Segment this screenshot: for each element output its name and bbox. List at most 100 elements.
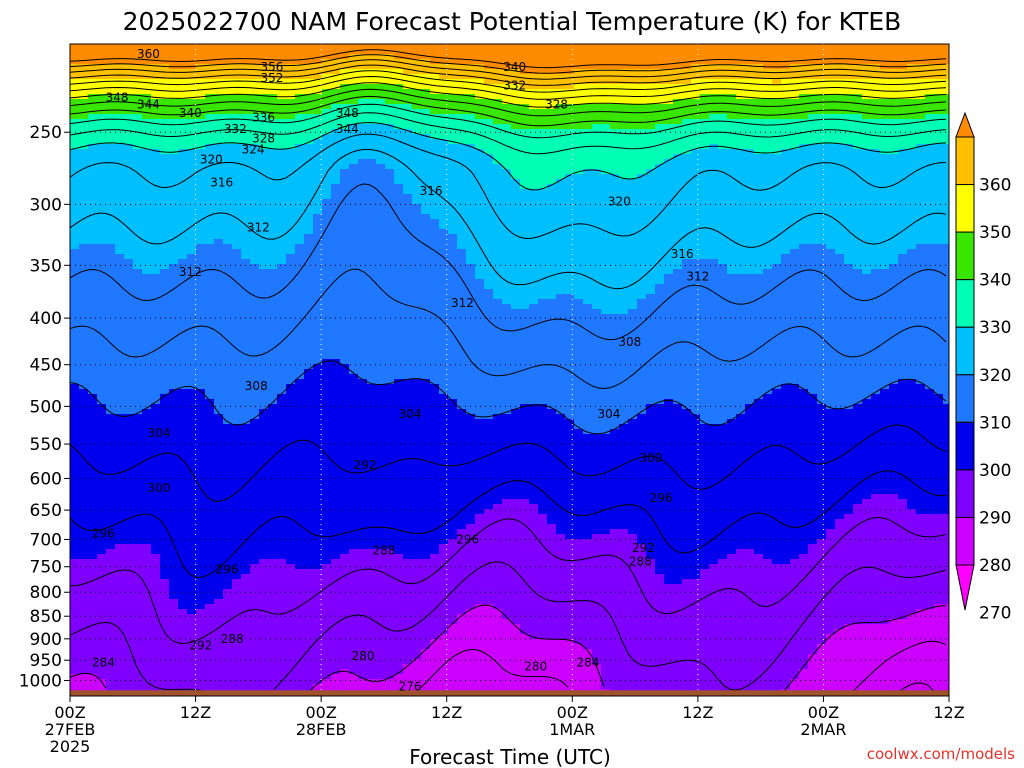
band-cell <box>160 469 170 475</box>
band-cell <box>295 114 305 120</box>
band-cell <box>331 84 341 90</box>
band-cell <box>385 569 395 575</box>
band-cell <box>88 164 98 170</box>
band-cell <box>259 149 269 155</box>
band-cell <box>403 594 413 600</box>
band-cell <box>295 204 305 210</box>
band-cell <box>394 174 404 180</box>
band-cell <box>331 289 341 295</box>
band-cell <box>304 344 314 350</box>
band-cell <box>313 609 323 615</box>
band-cell <box>205 574 215 580</box>
band-cell <box>403 629 413 635</box>
band-cell <box>268 114 278 120</box>
band-cell <box>394 569 404 575</box>
band-cell <box>79 379 89 385</box>
band-cell <box>205 179 215 185</box>
band-cell <box>313 149 323 155</box>
band-cell <box>241 439 251 445</box>
band-cell <box>394 334 404 340</box>
band-cell <box>178 269 188 275</box>
band-cell <box>259 414 269 420</box>
band-cell <box>124 384 134 390</box>
band-cell <box>295 639 305 645</box>
band-cell <box>160 294 170 300</box>
band-cell <box>403 659 413 665</box>
band-cell <box>313 509 323 515</box>
band-cell <box>124 319 134 325</box>
band-cell <box>322 214 332 220</box>
band-cell <box>196 109 206 115</box>
band-cell <box>151 489 161 495</box>
band-cell <box>241 554 251 560</box>
band-cell <box>142 294 152 300</box>
band-cell <box>70 564 80 570</box>
band-cell <box>97 494 107 500</box>
band-cell <box>187 359 197 365</box>
band-cell <box>151 304 161 310</box>
band-cell <box>214 234 224 240</box>
band-cell <box>79 444 89 450</box>
band-cell <box>205 134 215 140</box>
band-cell <box>349 609 359 615</box>
band-cell <box>322 299 332 305</box>
band-cell <box>196 324 206 330</box>
band-cell <box>358 524 368 530</box>
band-cell <box>232 209 242 215</box>
band-cell <box>295 189 305 195</box>
band-cell <box>367 584 377 590</box>
band-cell <box>70 144 80 150</box>
band-cell <box>169 339 179 345</box>
band-cell <box>187 664 197 670</box>
band-cell <box>331 324 341 330</box>
band-cell <box>367 544 377 550</box>
band-cell <box>169 479 179 485</box>
band-cell <box>241 334 251 340</box>
band-cell <box>259 369 269 375</box>
band-cell <box>277 109 287 115</box>
band-cell <box>394 274 404 280</box>
band-cell <box>214 589 224 595</box>
band-cell <box>133 164 143 170</box>
band-cell <box>142 119 152 125</box>
band-cell <box>70 354 80 360</box>
band-cell <box>277 169 287 175</box>
band-cell <box>313 69 323 75</box>
band-cell <box>385 529 395 535</box>
band-cell <box>133 149 143 155</box>
band-cell <box>223 504 233 510</box>
band-cell <box>268 89 278 95</box>
band-cell <box>196 394 206 400</box>
band-cell <box>232 324 242 330</box>
band-cell <box>367 509 377 515</box>
band-cell <box>277 289 287 295</box>
band-cell <box>151 354 161 360</box>
band-cell <box>313 139 323 145</box>
band-cell <box>349 414 359 420</box>
band-cell <box>160 609 170 615</box>
band-cell <box>295 439 305 445</box>
band-cell <box>223 204 233 210</box>
band-cell <box>196 264 206 270</box>
band-cell <box>385 679 395 685</box>
band-cell <box>70 409 80 415</box>
band-cell <box>223 589 233 595</box>
band-cell <box>403 364 413 370</box>
band-cell <box>259 269 269 275</box>
band-cell <box>106 279 116 285</box>
band-cell <box>259 509 269 515</box>
band-cell <box>151 509 161 515</box>
band-cell <box>250 194 260 200</box>
band-cell <box>88 529 98 535</box>
band-cell <box>178 379 188 385</box>
band-cell <box>79 469 89 475</box>
band-cell <box>151 669 161 675</box>
band-cell <box>403 444 413 450</box>
band-cell <box>286 394 296 400</box>
band-cell <box>205 374 215 380</box>
band-cell <box>250 44 260 50</box>
band-cell <box>322 619 332 625</box>
band-cell <box>259 399 269 405</box>
band-cell <box>340 279 350 285</box>
band-cell <box>286 659 296 665</box>
